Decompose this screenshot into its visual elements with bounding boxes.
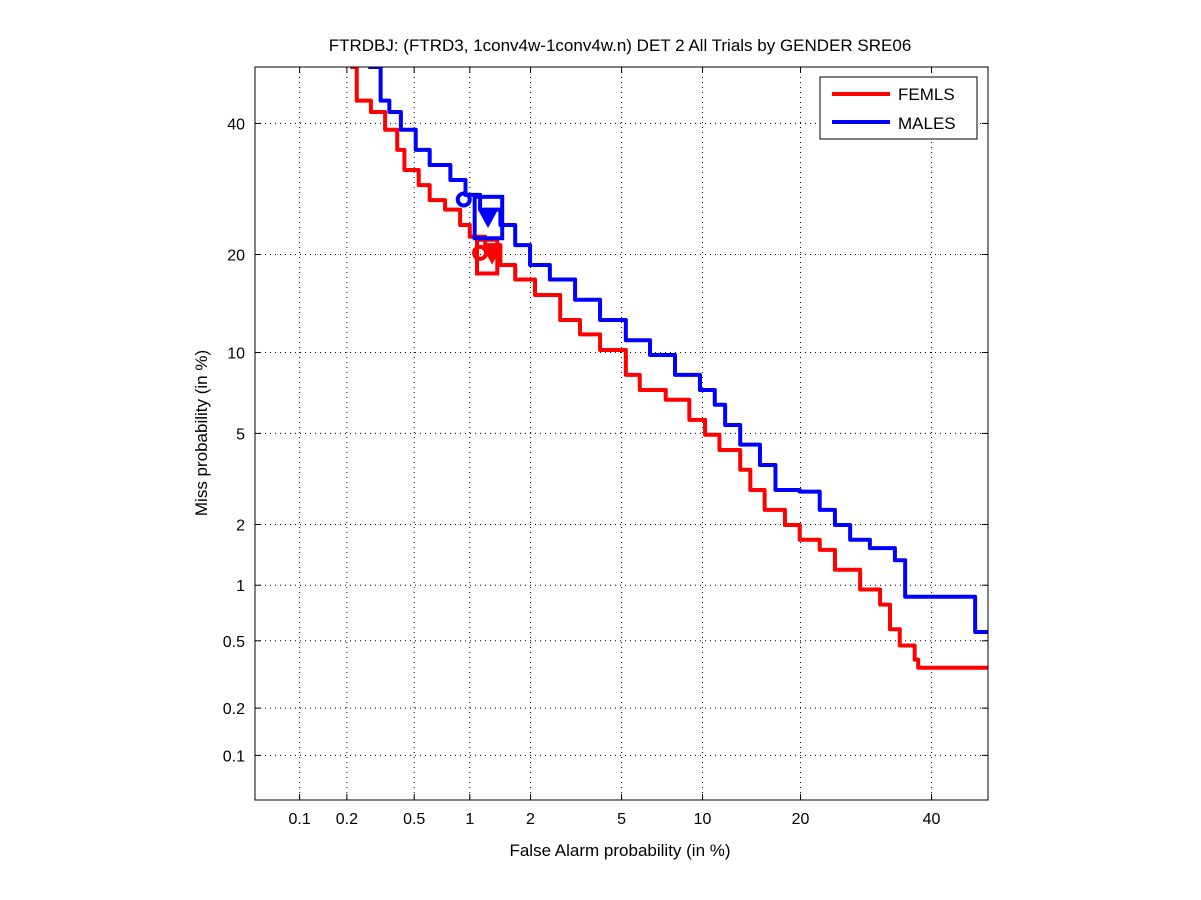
curve-males bbox=[368, 67, 988, 635]
legend-label-femls: FEMLS bbox=[898, 85, 955, 104]
x-tick-label: 5 bbox=[617, 811, 626, 828]
plot-frame bbox=[254, 66, 989, 801]
y-tick-label: 0.2 bbox=[223, 701, 245, 718]
x-tick-label: 0.5 bbox=[403, 811, 425, 828]
x-tick-label: 20 bbox=[792, 811, 810, 828]
x-tick-label: 40 bbox=[923, 811, 941, 828]
legend-box bbox=[819, 76, 978, 140]
grid bbox=[255, 67, 988, 800]
y-tick-label: 0.5 bbox=[223, 634, 245, 651]
series-femls bbox=[350, 67, 988, 670]
series-layer bbox=[350, 67, 988, 670]
y-axis-label: Miss probability (in %) bbox=[192, 350, 211, 516]
legend: FEMLS MALES bbox=[819, 76, 978, 140]
ticks: 0.1 0.2 0.5 1 2 5 10 20 40 0.1 0.2 0.5 1 2 5 10 20 40 bbox=[223, 67, 988, 828]
x-tick-label: 2 bbox=[526, 811, 535, 828]
min-dcf-circle-males bbox=[455, 191, 472, 208]
series-males bbox=[368, 67, 988, 635]
x-tick-label: 1 bbox=[465, 811, 474, 828]
y-tick-label: 5 bbox=[236, 426, 245, 443]
y-tick-label: 0.1 bbox=[223, 748, 245, 765]
y-tick-label: 10 bbox=[227, 345, 245, 362]
confidence-box-males bbox=[472, 194, 505, 241]
legend-label-males: MALES bbox=[898, 114, 956, 133]
y-tick-label: 40 bbox=[227, 116, 245, 133]
x-tick-label: 0.2 bbox=[336, 811, 358, 828]
actual-dcf-triangle-males bbox=[478, 210, 498, 229]
curve-femls bbox=[350, 67, 988, 670]
y-tick-label: 1 bbox=[236, 578, 245, 595]
x-tick-label: 10 bbox=[694, 811, 712, 828]
chart-title: FTRDBJ: (FTRD3, 1conv4w-1conv4w.n) DET 2… bbox=[329, 36, 912, 55]
y-tick-label: 20 bbox=[227, 247, 245, 264]
x-axis-label: False Alarm probability (in %) bbox=[509, 841, 730, 860]
y-tick-label: 2 bbox=[236, 517, 245, 534]
x-tick-label: 0.1 bbox=[288, 811, 310, 828]
